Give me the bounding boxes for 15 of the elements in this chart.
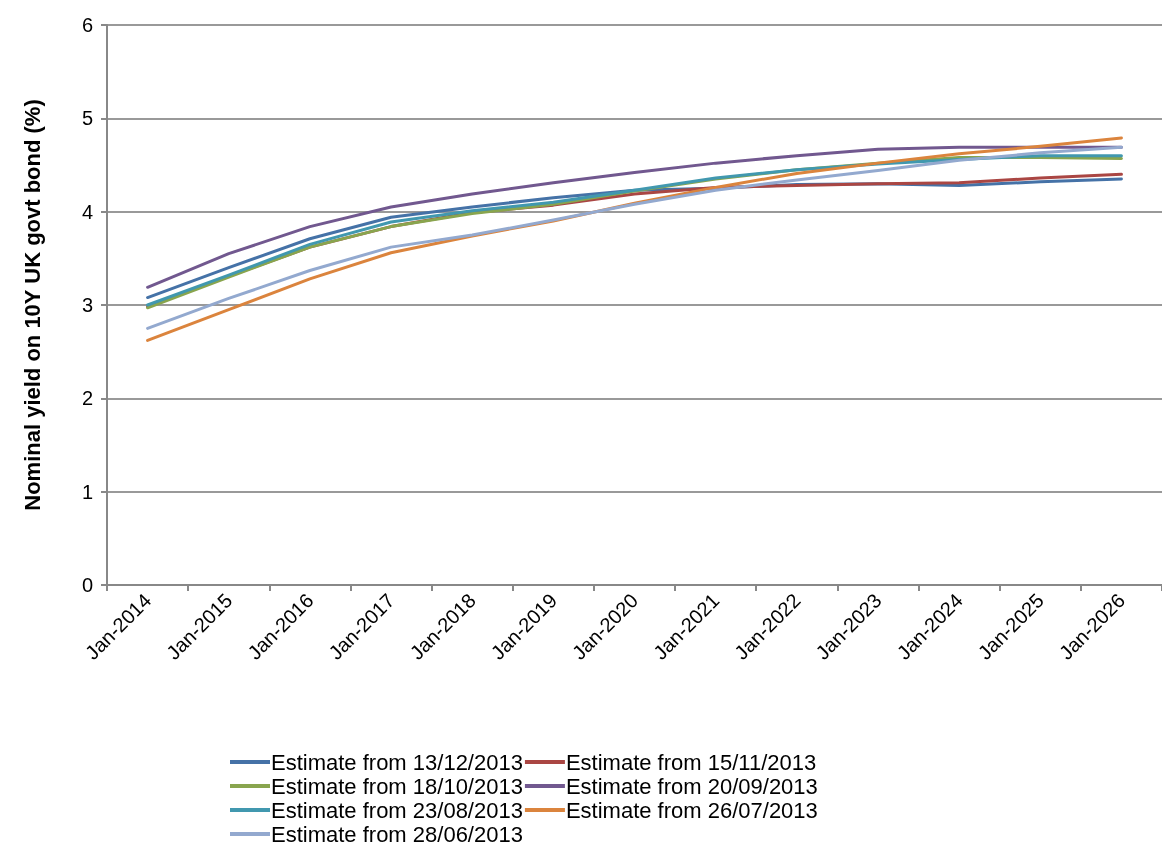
legend-label: Estimate from 18/10/2013 <box>271 773 523 799</box>
y-tick-label: 6 <box>81 14 93 36</box>
legend-label: Estimate from 20/09/2013 <box>565 773 818 799</box>
y-tick-label: 5 <box>81 107 93 130</box>
y-tick-label: 1 <box>81 480 93 503</box>
y-axis-title: Nominal yield on 10Y UK govt bond (%) <box>19 99 45 511</box>
legend-label: Estimate from 23/08/2013 <box>271 797 523 823</box>
legend-label: Estimate from 15/11/2013 <box>565 749 817 775</box>
legend-label: Estimate from 28/06/2013 <box>271 821 523 847</box>
y-tick-label: 0 <box>81 574 93 596</box>
y-tick-label: 3 <box>81 294 93 316</box>
legend-label: Estimate from 26/07/2013 <box>565 797 818 823</box>
y-tick-label: 4 <box>81 200 93 223</box>
legend-label: Estimate from 13/12/2013 <box>271 749 523 775</box>
y-tick-label: 2 <box>81 387 93 410</box>
